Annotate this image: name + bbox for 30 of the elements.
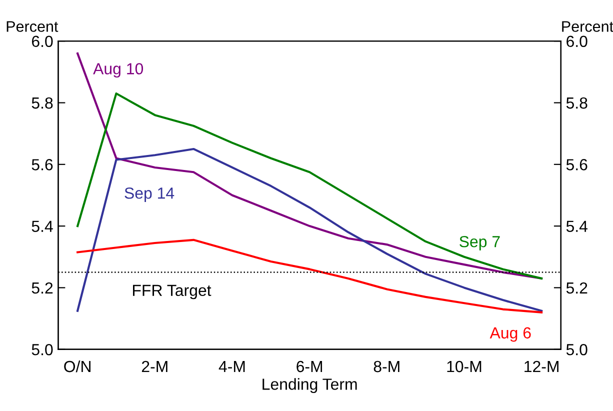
y2-tick-label: 5.8 (566, 97, 588, 109)
x-tick-label: O/N (64, 360, 90, 372)
y2-tick-label: 6.0 (566, 36, 588, 48)
x-axis-title: Lending Term (262, 378, 357, 394)
series-label: Sep 7 (460, 236, 500, 250)
y-tick-label: 6.0 (32, 36, 53, 48)
x-tick-label: 4-M (218, 361, 245, 372)
y-tick-label: 5.8 (32, 97, 53, 109)
series-label: Aug 10 (93, 63, 144, 78)
y2-tick-label: 5.2 (566, 282, 588, 294)
y-tick-label: 5.0 (32, 344, 53, 356)
y-axis-title: Percent (6, 21, 58, 32)
series-label: Sep 14 (124, 187, 174, 202)
x-tick-label: 6-M (296, 360, 322, 372)
line-series (76, 52, 543, 280)
x-tick-label: 10-M (447, 360, 482, 372)
y2-tick-label: 5.4 (566, 220, 588, 232)
y-tick-label: 5.6 (32, 159, 53, 170)
y-tick-label: 5.4 (32, 220, 53, 232)
x-tick-label: 8-M (374, 360, 400, 372)
y2-axis-title: Percent (562, 21, 613, 32)
x-tick-label: 2-M (142, 360, 168, 372)
y2-tick-label: 5.0 (566, 344, 588, 356)
line-series (76, 92, 543, 280)
y2-tick-label: 5.6 (566, 159, 588, 170)
y-tick-label: 5.2 (32, 282, 53, 294)
series-label: Aug 6 (490, 327, 531, 342)
ref-line-label: FFR Target (133, 284, 212, 300)
x-tick-label: 12-M (524, 360, 558, 372)
line-series (76, 148, 543, 312)
